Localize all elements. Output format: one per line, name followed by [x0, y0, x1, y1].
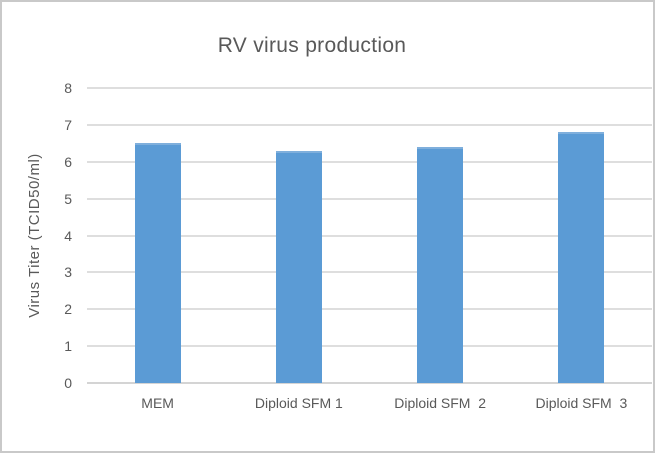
x-category-label: Diploid SFM 2 — [394, 395, 487, 411]
gridline — [87, 123, 652, 126]
gridline — [87, 345, 652, 348]
y-tick-label: 4 — [64, 227, 72, 244]
bar-column — [228, 88, 369, 383]
plot-area — [87, 87, 652, 384]
gridline — [87, 197, 652, 200]
y-tick-label: 2 — [64, 301, 72, 318]
chart-title: RV virus production — [217, 34, 407, 57]
bar-column — [511, 88, 652, 383]
x-category-label: Diploid SFM 1 — [254, 395, 343, 411]
gridline — [87, 308, 652, 311]
x-category-label: MEM — [141, 395, 174, 411]
gridline — [87, 271, 652, 274]
gridline — [87, 160, 652, 163]
x-axis-line — [87, 382, 652, 384]
bar — [275, 150, 322, 383]
bar-column — [370, 88, 511, 383]
y-tick-label: 1 — [64, 338, 72, 355]
y-tick-label: 7 — [64, 116, 72, 133]
y-axis-title-text: Virus Titer (TCID50/ml) — [25, 153, 43, 318]
bar — [134, 143, 181, 383]
y-tick-label: 6 — [64, 153, 72, 170]
gridline — [87, 87, 652, 89]
y-tick-label: 0 — [64, 375, 72, 391]
x-category-label: Diploid SFM 3 — [535, 395, 628, 411]
bar — [417, 147, 464, 383]
y-tick-label: 8 — [64, 80, 72, 96]
bar-column — [87, 88, 228, 383]
gridline — [87, 234, 652, 237]
bar — [558, 132, 605, 383]
y-tick-label: 5 — [64, 190, 72, 207]
y-tick-label: 3 — [64, 264, 72, 281]
